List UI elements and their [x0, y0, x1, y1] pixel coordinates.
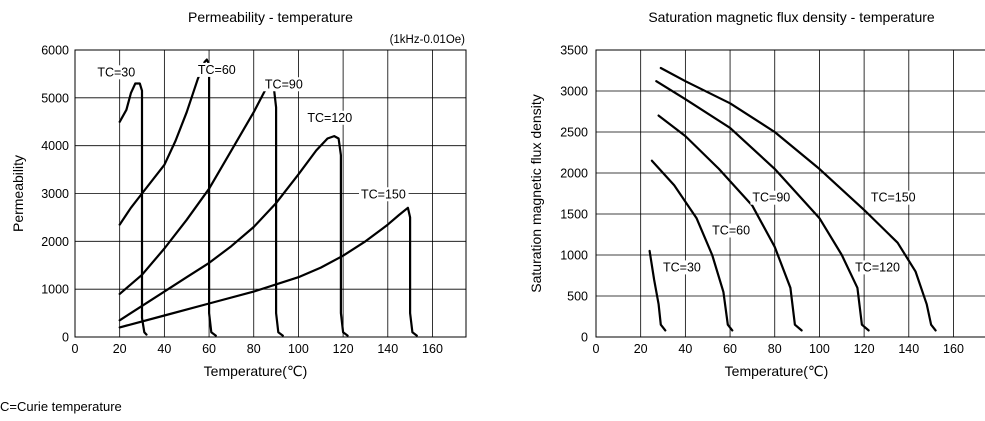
- y-tick-label: 1000: [41, 283, 69, 297]
- x-tick-label: 140: [898, 342, 919, 356]
- x-tick-label: 100: [288, 342, 309, 356]
- series-label-bg: [358, 187, 409, 202]
- x-tick-label: 60: [202, 342, 216, 356]
- series-label: TC=60: [712, 224, 750, 238]
- series-line-tc-30: [118, 82, 148, 336]
- series-label: TC=30: [663, 260, 701, 274]
- series-label-bg: [868, 190, 919, 205]
- y-tick-label: 2500: [560, 126, 588, 140]
- y-tick-label: 5000: [41, 91, 69, 105]
- series-label-bg: [853, 260, 903, 275]
- y-tick-label: 2000: [560, 167, 588, 181]
- series-label: TC=90: [265, 77, 303, 91]
- y-tick-label: 0: [581, 331, 588, 345]
- series-label-bg: [305, 110, 355, 125]
- y-tick-label: 0: [62, 331, 69, 345]
- series-label: TC=150: [871, 191, 916, 205]
- y-tick-label: 3500: [560, 44, 588, 58]
- x-tick-label: 140: [377, 342, 398, 356]
- y-tick-label: 1000: [560, 249, 588, 263]
- series-label-bg: [95, 65, 138, 80]
- series-line-tc-150: [118, 206, 418, 337]
- series-line-tc-120: [655, 80, 870, 332]
- series-label-bg: [750, 190, 793, 205]
- chart-title: Saturation magnetic flux density - tempe…: [648, 9, 935, 25]
- series-label: TC=150: [361, 187, 406, 201]
- x-tick-label: 0: [593, 342, 600, 356]
- x-tick-label: 160: [943, 342, 964, 356]
- y-tick-label: 3000: [41, 187, 69, 201]
- x-tick-label: 120: [333, 342, 354, 356]
- y-tick-label: 6000: [41, 44, 69, 58]
- y-tick-label: 2000: [41, 235, 69, 249]
- x-tick-label: 160: [422, 342, 443, 356]
- x-tick-label: 80: [768, 342, 782, 356]
- y-tick-label: 1500: [560, 208, 588, 222]
- series-line-tc-90: [118, 84, 284, 337]
- x-tick-label: 100: [809, 342, 830, 356]
- chart-subtitle: (1kHz-0.01Oe): [390, 34, 466, 46]
- x-tick-label: 80: [247, 342, 261, 356]
- series-label: TC=60: [198, 63, 236, 77]
- series-line-tc-120: [118, 135, 349, 337]
- series-label-bg: [661, 260, 704, 275]
- series-label: TC=120: [307, 111, 352, 125]
- x-axis-label: Temperature(℃): [725, 363, 829, 379]
- series-label-bg: [262, 77, 305, 92]
- y-axis-label: Permeability: [10, 155, 26, 232]
- x-axis-label: Temperature(℃): [204, 363, 308, 379]
- series-line-tc-90: [657, 114, 803, 332]
- series-line-tc-60: [650, 159, 734, 332]
- plot-frame: [74, 49, 467, 338]
- footnote: C=Curie temperature: [0, 399, 122, 414]
- series-line-tc-30: [648, 249, 667, 332]
- chart-2: Saturation magnetic flux density - tempe…: [528, 9, 985, 379]
- x-tick-label: 0: [72, 342, 79, 356]
- series-line-tc-150: [659, 66, 937, 332]
- x-tick-label: 120: [854, 342, 875, 356]
- y-tick-label: 500: [567, 290, 588, 304]
- chart-1: Permeability - temperature (1kHz-0.01Oe) 0…: [10, 9, 467, 379]
- plot-frame: [595, 49, 985, 338]
- y-tick-label: 3000: [560, 85, 588, 99]
- y-axis-label: Saturation magnetic flux density: [528, 94, 544, 292]
- series-label: TC=90: [752, 191, 790, 205]
- series-label: TC=30: [97, 65, 135, 79]
- x-tick-label: 40: [678, 342, 692, 356]
- series-label: TC=120: [855, 260, 900, 274]
- x-tick-label: 20: [634, 342, 648, 356]
- x-tick-label: 20: [113, 342, 127, 356]
- series-label-bg: [195, 62, 238, 77]
- x-tick-label: 60: [723, 342, 737, 356]
- y-tick-label: 4000: [41, 139, 69, 153]
- series-label-bg: [710, 223, 753, 238]
- chart-title: Permeability - temperature: [188, 9, 353, 25]
- x-tick-label: 40: [157, 342, 171, 356]
